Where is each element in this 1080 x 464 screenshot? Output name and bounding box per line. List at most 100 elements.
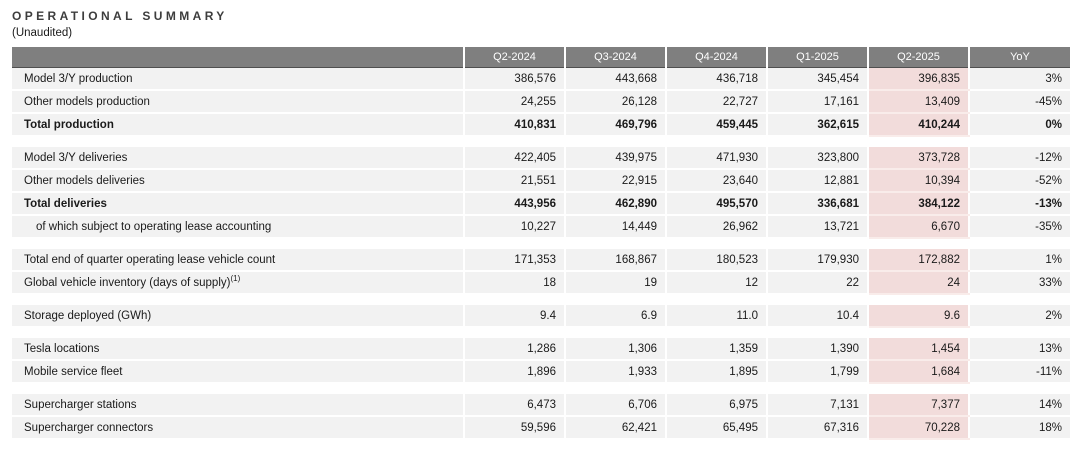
value-cell-q2-2025: 13,409 (867, 90, 969, 114)
value-cell-q2-2025: 10,394 (867, 169, 969, 193)
value-cell-q2-2024: 6,473 (463, 394, 565, 417)
value-cell-q1-2025: 7,131 (766, 394, 868, 417)
table-row: Supercharger connectors 59,596 62,421 65,49… (12, 416, 1070, 440)
value-cell-q2-2024: 9.4 (463, 305, 565, 328)
value-cell-q2-2024: 171,353 (463, 249, 565, 272)
row-label: Other models deliveries (12, 169, 464, 193)
table-row: Model 3/Y deliveries 422,405 439,975 471,93… (12, 147, 1070, 170)
value-cell-q1-2025: 13,721 (766, 215, 868, 239)
value-cell-q3-2024: 168,867 (564, 249, 666, 272)
value-cell-q1-2025: 67,316 (766, 416, 868, 440)
value-cell-q2-2024: 24,255 (463, 90, 565, 114)
header-cell-q2-2025: Q2-2025 (867, 47, 969, 68)
value-cell-q2-2025: 1,454 (867, 338, 969, 361)
value-cell-q2-2024: 386,576 (463, 67, 565, 91)
value-cell-q3-2024: 1,933 (564, 360, 666, 384)
value-cell-q4-2024: 471,930 (665, 147, 767, 170)
value-cell-q1-2025: 17,161 (766, 90, 868, 114)
row-label: Model 3/Y deliveries (12, 147, 464, 170)
page-title: OPERATIONAL SUMMARY (12, 9, 228, 23)
table-row: Storage deployed (GWh) 9.4 6.9 11.0 10.4 9.6 2… (12, 305, 1070, 328)
header-cell-q1-2025: Q1-2025 (766, 47, 868, 68)
value-cell-q2-2025: 1,684 (867, 360, 969, 384)
value-cell-q2-2024: 1,286 (463, 338, 565, 361)
table-row: Total end of quarter operating lease veh… (12, 249, 1070, 272)
value-cell-q2-2025: 410,244 (867, 113, 969, 137)
row-label: of which subject to operating lease acco… (12, 215, 464, 239)
spacer-cell (12, 238, 1070, 249)
table-row: Mobile service fleet 1,896 1,933 1,895 1,799… (12, 360, 1070, 384)
row-label: Other models production (12, 90, 464, 114)
value-cell-q2-2024: 410,831 (463, 113, 565, 137)
section-spacer (12, 383, 1070, 394)
spacer-cell (12, 327, 1070, 338)
value-cell-q2-2025: 172,882 (867, 249, 969, 272)
value-cell-q4-2024: 1,895 (665, 360, 767, 384)
value-cell-q2-2024: 443,956 (463, 192, 565, 216)
value-cell-q4-2024: 495,570 (665, 192, 767, 216)
header-cell-q4-2024: Q4-2024 (665, 47, 767, 68)
row-label: Model 3/Y production (12, 67, 464, 91)
value-cell-q4-2024: 436,718 (665, 67, 767, 91)
value-cell-q4-2024: 12 (665, 271, 767, 295)
value-cell-q3-2024: 26,128 (564, 90, 666, 114)
value-cell-q1-2025: 22 (766, 271, 868, 295)
value-cell-q2-2025: 9.6 (867, 305, 969, 328)
value-cell-q3-2024: 62,421 (564, 416, 666, 440)
value-cell-q1-2025: 1,390 (766, 338, 868, 361)
value-cell-q4-2024: 6,975 (665, 394, 767, 417)
value-cell-q1-2025: 10.4 (766, 305, 868, 328)
value-cell-q4-2024: 1,359 (665, 338, 767, 361)
row-label: Mobile service fleet (12, 360, 464, 384)
table-row: of which subject to operating lease acco… (12, 215, 1070, 239)
value-cell-q3-2024: 1,306 (564, 338, 666, 361)
table-row: Model 3/Y production 386,576 443,668 436,71… (12, 67, 1070, 91)
value-cell-q2-2025: 396,835 (867, 67, 969, 91)
yoy-cell: -35% (968, 215, 1070, 239)
value-cell-q2-2025: 373,728 (867, 147, 969, 170)
section-spacer (12, 136, 1070, 147)
row-label: Supercharger connectors (12, 416, 464, 440)
value-cell-q2-2024: 59,596 (463, 416, 565, 440)
value-cell-q1-2025: 1,799 (766, 360, 868, 384)
section-spacer (12, 238, 1070, 249)
value-cell-q4-2024: 11.0 (665, 305, 767, 328)
row-label: Total production (12, 113, 464, 137)
row-label: Total deliveries (12, 192, 464, 216)
yoy-cell: -13% (968, 192, 1070, 216)
yoy-cell: -52% (968, 169, 1070, 193)
value-cell-q2-2024: 422,405 (463, 147, 565, 170)
row-label: Supercharger stations (12, 394, 464, 417)
row-label: Total end of quarter operating lease veh… (12, 249, 464, 272)
table-row: Total deliveries 443,956 462,890 495,570 336… (12, 192, 1070, 216)
value-cell-q3-2024: 469,796 (564, 113, 666, 137)
spacer-cell (12, 136, 1070, 147)
table-header: Q2-2024 Q3-2024 Q4-2024 Q1-2025 Q2-2025 YoY (12, 47, 1070, 68)
value-cell-q4-2024: 26,962 (665, 215, 767, 239)
row-label: Global vehicle inventory (days of supply… (12, 271, 464, 295)
yoy-cell: 2% (968, 305, 1070, 328)
header-cell-q3-2024: Q3-2024 (564, 47, 666, 68)
yoy-cell: 33% (968, 271, 1070, 295)
table-row: Other models deliveries 21,551 22,915 23,64… (12, 169, 1070, 193)
yoy-cell: 18% (968, 416, 1070, 440)
value-cell-q2-2025: 7,377 (867, 394, 969, 417)
value-cell-q4-2024: 22,727 (665, 90, 767, 114)
value-cell-q3-2024: 22,915 (564, 169, 666, 193)
yoy-cell: -11% (968, 360, 1070, 384)
value-cell-q2-2024: 1,896 (463, 360, 565, 384)
spacer-cell (12, 294, 1070, 305)
value-cell-q1-2025: 362,615 (766, 113, 868, 137)
value-cell-q1-2025: 179,930 (766, 249, 868, 272)
row-label: Storage deployed (GWh) (12, 305, 464, 328)
value-cell-q3-2024: 14,449 (564, 215, 666, 239)
value-cell-q3-2024: 439,975 (564, 147, 666, 170)
header-cell-label (12, 47, 464, 68)
value-cell-q1-2025: 336,681 (766, 192, 868, 216)
value-cell-q2-2024: 21,551 (463, 169, 565, 193)
value-cell-q1-2025: 12,881 (766, 169, 868, 193)
table-row: Supercharger stations 6,473 6,706 6,975 7,13… (12, 394, 1070, 417)
header-cell-yoy: YoY (968, 47, 1070, 68)
section-spacer (12, 327, 1070, 338)
table-row: Other models production 24,255 26,128 22,72… (12, 90, 1070, 114)
